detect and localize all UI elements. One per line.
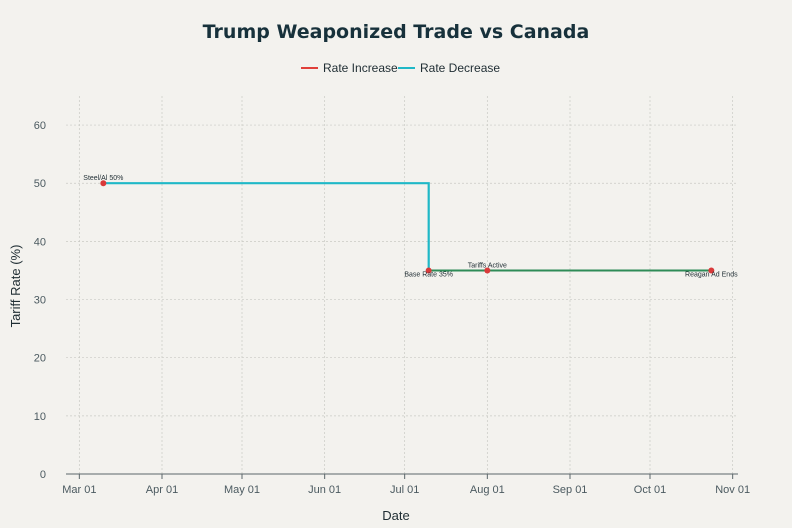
event-marker[interactable] xyxy=(484,267,491,274)
event-label: Steel/Al 50% xyxy=(83,175,123,182)
legend: Rate Increase Rate Decrease xyxy=(301,61,500,75)
y-axis-ticks: 0 10 20 30 40 50 60 xyxy=(34,120,46,481)
x-tick-label: Mar 01 xyxy=(62,484,96,496)
series-line-rate-decrease xyxy=(103,182,430,271)
legend-label-rate-increase[interactable]: Rate Increase xyxy=(323,61,398,75)
x-tick-label: Aug 01 xyxy=(470,484,505,496)
event-marker[interactable] xyxy=(100,180,107,187)
x-tick-label: Sep 01 xyxy=(553,484,588,496)
x-tick-label: Apr 01 xyxy=(146,484,178,496)
y-tick-label: 60 xyxy=(34,120,46,132)
grid xyxy=(66,96,738,474)
y-tick-label: 20 xyxy=(34,353,46,365)
event-marker[interactable] xyxy=(708,267,715,274)
y-tick-label: 0 xyxy=(40,469,46,481)
event-marker[interactable] xyxy=(425,267,432,274)
x-tick-label: Jul 01 xyxy=(390,484,419,496)
x-axis-ticks: Mar 01 Apr 01 May 01 Jun 01 Jul 01 Aug 01 Sep … xyxy=(62,474,750,496)
x-tick-label: May 01 xyxy=(224,484,260,496)
y-tick-label: 10 xyxy=(34,411,46,423)
series-layer xyxy=(103,182,712,272)
x-tick-label: Jun 01 xyxy=(308,484,341,496)
marker-layer: Steel/Al 50% Base Rate 35% Tariffs Active R… xyxy=(83,175,738,278)
event-label: Reagan Ad Ends xyxy=(685,271,738,278)
x-tick-label: Oct 01 xyxy=(634,484,666,496)
y-axis-label: Tariff Rate (%) xyxy=(8,245,23,328)
y-tick-label: 50 xyxy=(34,178,46,190)
event-label: Base Rate 35% xyxy=(404,271,453,278)
y-tick-label: 30 xyxy=(34,295,46,307)
x-axis-label: Date xyxy=(382,508,409,523)
legend-label-rate-decrease[interactable]: Rate Decrease xyxy=(420,61,500,75)
chart-title: Trump Weaponized Trade vs Canada xyxy=(203,21,590,43)
event-label: Tariffs Active xyxy=(468,262,507,269)
y-tick-label: 40 xyxy=(34,236,46,248)
x-tick-label: Nov 01 xyxy=(715,484,750,496)
